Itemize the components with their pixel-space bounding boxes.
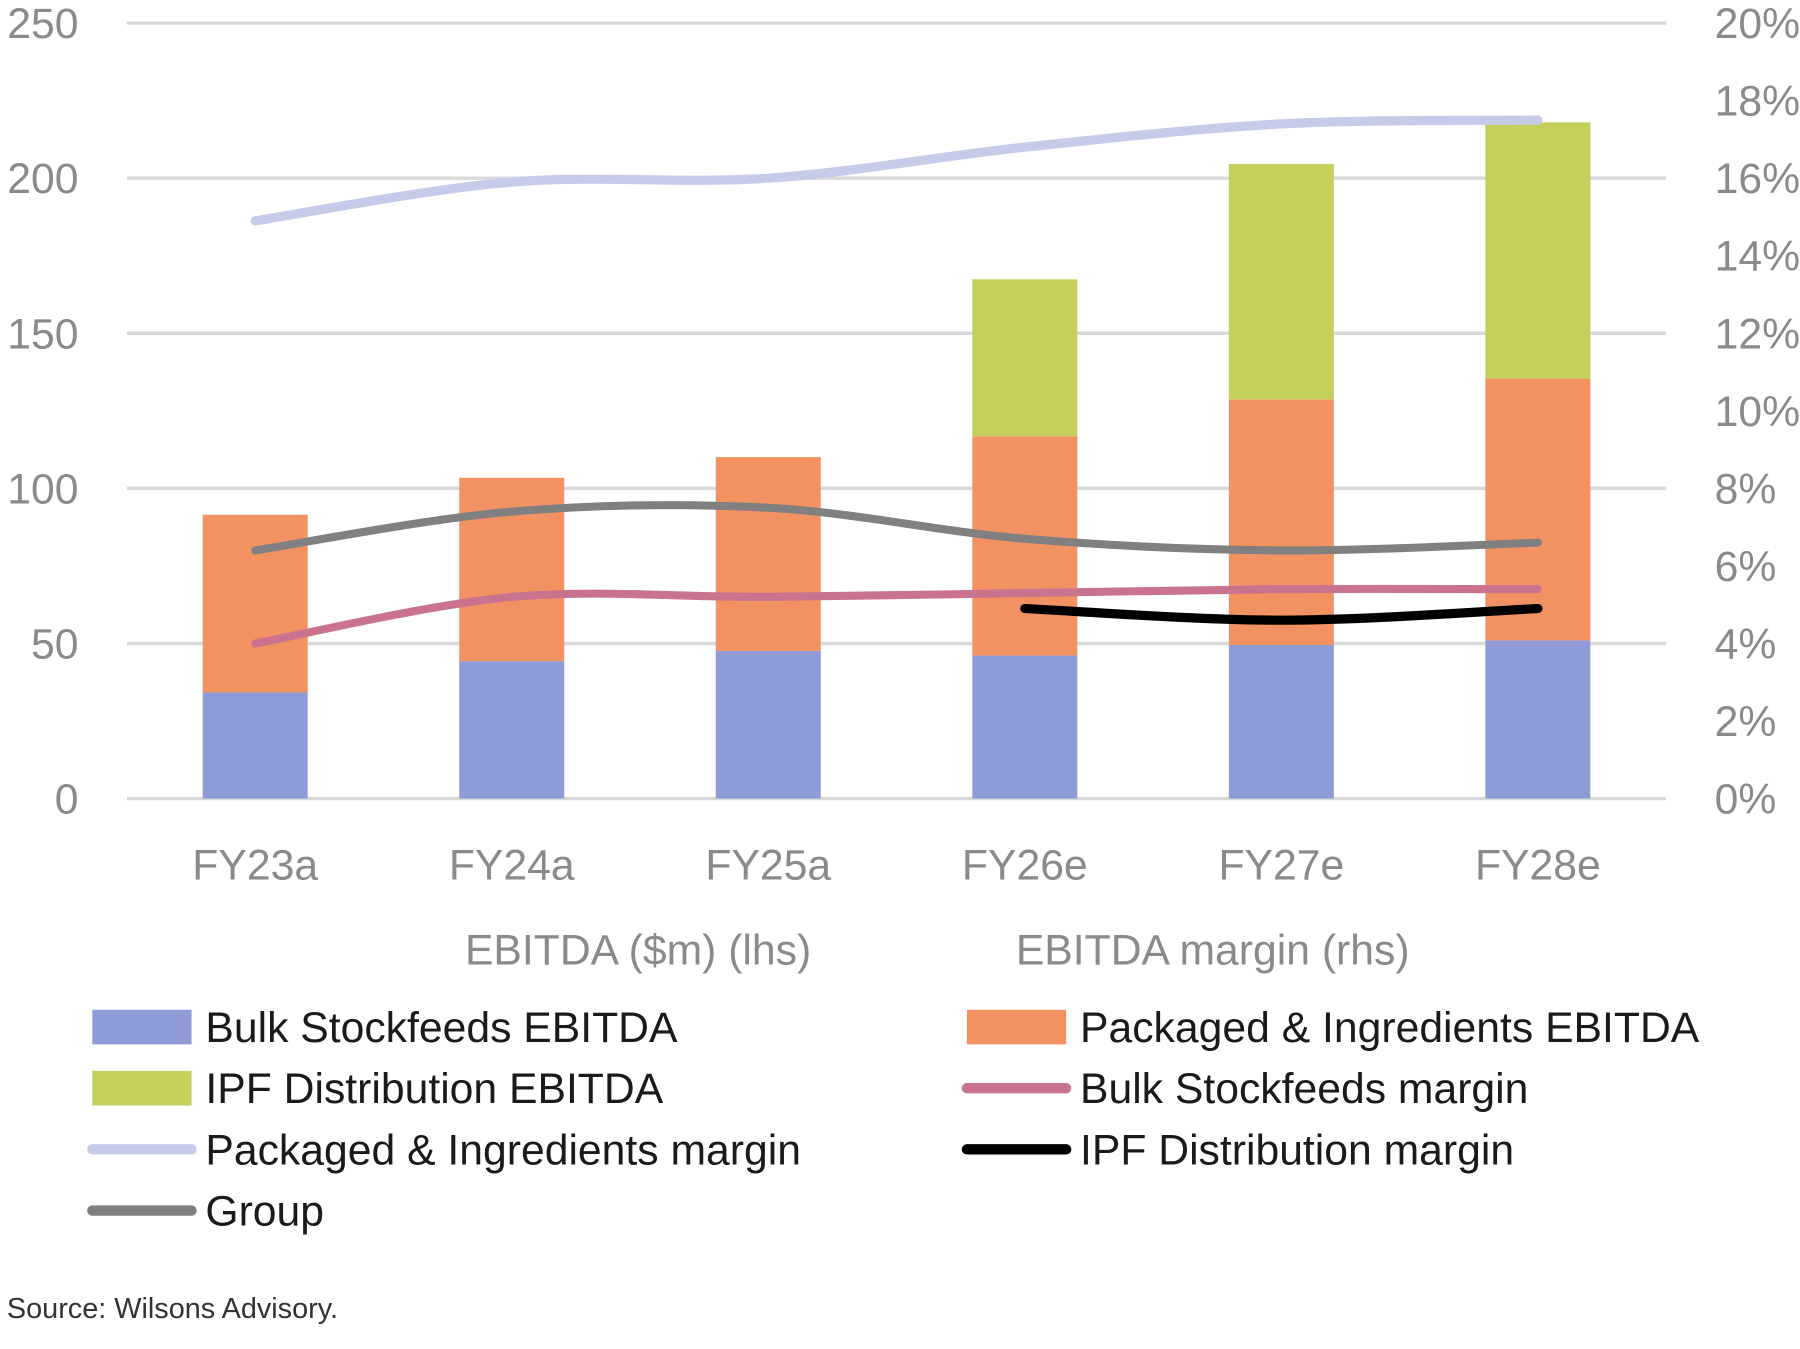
right-tick-label: 14% bbox=[1715, 233, 1800, 281]
legend: Bulk Stockfeeds EBITDA Packaged & Ingredi… bbox=[87, 1004, 1700, 1236]
left-axis-label: EBITDA ($m) (lhs) bbox=[465, 927, 811, 975]
source-note: Source: Wilsons Advisory. bbox=[7, 1293, 338, 1325]
right-tick-label: 0% bbox=[1715, 776, 1777, 824]
bar-packaged-ingredients-ebitda-FY28e bbox=[1485, 378, 1591, 641]
left-tick-label: 50 bbox=[31, 620, 78, 668]
x-tick-label: FY26e bbox=[962, 841, 1088, 889]
x-tick-label: FY24a bbox=[449, 841, 575, 889]
legend-label: Bulk Stockfeeds EBITDA bbox=[205, 1004, 678, 1052]
bar-bulk-stockfeeds-ebitda-FY27e bbox=[1228, 645, 1334, 799]
right-tick-label: 4% bbox=[1715, 620, 1777, 668]
legend-label: Packaged & Ingredients margin bbox=[205, 1126, 801, 1174]
line-group bbox=[251, 501, 1542, 555]
bar-bulk-stockfeeds-ebitda-FY26e bbox=[972, 655, 1078, 799]
bar-ipf-distribution-ebitda-FY28e bbox=[1485, 122, 1591, 379]
left-tick-label: 250 bbox=[7, 0, 78, 48]
bars bbox=[202, 122, 1591, 799]
left-axis-ticks: 0 50 100 150 200 250 bbox=[7, 0, 78, 823]
bar-packaged-ingredients-ebitda-FY25a bbox=[715, 457, 821, 651]
right-tick-label: 2% bbox=[1715, 698, 1777, 746]
bar-ipf-distribution-ebitda-FY26e bbox=[972, 279, 1078, 437]
left-tick-label: 100 bbox=[7, 465, 78, 513]
legend-swatch bbox=[966, 1009, 1067, 1045]
bar-bulk-stockfeeds-ebitda-FY23a bbox=[202, 692, 308, 799]
legend-swatch bbox=[92, 1009, 192, 1045]
legend-label: Bulk Stockfeeds margin bbox=[1080, 1065, 1528, 1113]
legend-label: IPF Distribution margin bbox=[1080, 1126, 1514, 1174]
left-tick-label: 150 bbox=[7, 310, 78, 358]
legend-swatch bbox=[92, 1070, 192, 1106]
legend-label: Packaged & Ingredients EBITDA bbox=[1080, 1004, 1700, 1052]
bar-ipf-distribution-ebitda-FY27e bbox=[1228, 163, 1334, 400]
right-tick-label: 8% bbox=[1715, 465, 1777, 513]
right-tick-label: 20% bbox=[1715, 0, 1800, 48]
right-tick-label: 6% bbox=[1715, 543, 1777, 591]
line-ipf-distribution-margin bbox=[1020, 603, 1543, 625]
legend-label: Group bbox=[205, 1188, 324, 1236]
legend-label: IPF Distribution EBITDA bbox=[205, 1065, 663, 1113]
bar-packaged-ingredients-ebitda-FY26e bbox=[972, 436, 1078, 656]
right-axis-label: EBITDA margin (rhs) bbox=[1016, 927, 1410, 975]
left-tick-label: 200 bbox=[7, 155, 78, 203]
x-axis-ticks: FY23a FY24a FY25a FY26e FY27e FY28e bbox=[192, 841, 1600, 889]
right-tick-label: 10% bbox=[1715, 388, 1800, 436]
gridlines bbox=[126, 21, 1667, 801]
bar-bulk-stockfeeds-ebitda-FY24a bbox=[459, 661, 565, 799]
x-tick-label: FY28e bbox=[1475, 841, 1601, 889]
line-bulk-stockfeeds-margin bbox=[251, 584, 1542, 648]
right-tick-label: 16% bbox=[1715, 155, 1800, 203]
bar-packaged-ingredients-ebitda-FY27e bbox=[1228, 399, 1334, 646]
left-tick-label: 0 bbox=[55, 776, 79, 824]
x-tick-label: FY25a bbox=[705, 841, 831, 889]
right-axis-ticks: 0% 2% 4% 6% 8% 10% 12% 14% 16% 18% 20% bbox=[1715, 0, 1800, 823]
margin-lines bbox=[250, 115, 1543, 648]
right-tick-label: 18% bbox=[1715, 78, 1800, 126]
bar-bulk-stockfeeds-ebitda-FY25a bbox=[715, 650, 821, 799]
line-packaged-ingredients-margin bbox=[250, 115, 1543, 226]
x-tick-label: FY23a bbox=[192, 841, 318, 889]
bar-bulk-stockfeeds-ebitda-FY28e bbox=[1485, 640, 1591, 799]
right-tick-label: 12% bbox=[1715, 310, 1800, 358]
x-tick-label: FY27e bbox=[1218, 841, 1344, 889]
